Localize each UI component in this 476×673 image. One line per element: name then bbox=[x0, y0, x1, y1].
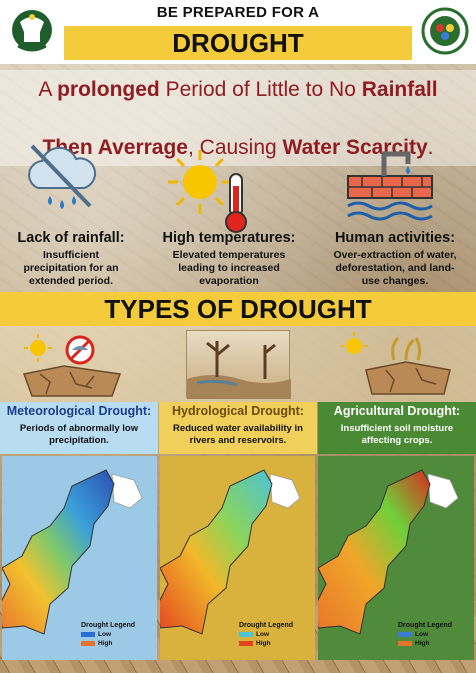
definition-emphasis: Then Averrage bbox=[42, 136, 188, 159]
cause-desc-line: Elevated temperatures bbox=[172, 249, 286, 261]
legend-high: High bbox=[239, 640, 307, 647]
legend-label-low: Low bbox=[98, 631, 111, 638]
header-top-title: BE PREPARED FOR A bbox=[156, 4, 320, 21]
legend-label-low: Low bbox=[415, 631, 428, 638]
meteorological-drought-map: Drought Legend Low High bbox=[2, 456, 157, 660]
cause-human-activities: Human activities: Over-extraction of wat… bbox=[320, 230, 470, 288]
type-description: Periods of abnormally low precipitation. bbox=[0, 423, 158, 447]
type-title: Agricultural Drought: bbox=[333, 404, 461, 418]
cause-description: Elevated temperatures leading to increas… bbox=[144, 249, 314, 288]
legend-low: Low bbox=[81, 631, 149, 638]
cause-desc-line: precipitation for an bbox=[23, 262, 119, 274]
cause-desc-line: extended period. bbox=[28, 275, 113, 287]
cause-desc-line: evaporation bbox=[199, 275, 259, 287]
type-desc-line: Insufficient soil moisture bbox=[340, 423, 454, 434]
legend-label-high: High bbox=[256, 640, 271, 647]
agency-seal-icon bbox=[420, 6, 470, 61]
cause-lack-of-rainfall: Lack of rainfall: Insufficient precipita… bbox=[6, 230, 136, 288]
meteorological-illustration bbox=[10, 330, 130, 405]
sun-thermometer-icon bbox=[164, 146, 264, 239]
cause-desc-line: leading to increased bbox=[178, 262, 280, 274]
type-desc-line: Reduced water availability in bbox=[173, 423, 303, 434]
drought-types-illustrations bbox=[0, 326, 476, 402]
cause-high-temperatures: High temperatures: Elevated temperatures… bbox=[144, 230, 314, 288]
drought-definition: A prolonged Period of Little to No Rainf… bbox=[0, 70, 476, 166]
cause-title: High temperatures: bbox=[162, 230, 296, 246]
legend-low: Low bbox=[398, 631, 466, 638]
type-desc-line: affecting crops. bbox=[361, 435, 433, 446]
government-emblem-icon bbox=[6, 6, 58, 63]
definition-text: A bbox=[38, 78, 58, 101]
header-main-title: DROUGHT bbox=[64, 26, 412, 60]
type-hydrological: Hydrological Drought: Reduced water avai… bbox=[159, 402, 317, 454]
type-title: Hydrological Drought: bbox=[172, 404, 304, 418]
water-pipe-icon bbox=[344, 146, 436, 231]
drought-legend: Drought Legend Low High bbox=[398, 622, 466, 650]
definition-emphasis: Rainfall bbox=[361, 78, 438, 101]
cause-title: Lack of rainfall: bbox=[17, 230, 125, 246]
legend-label-low: Low bbox=[256, 631, 269, 638]
type-desc-line: precipitation. bbox=[49, 435, 109, 446]
type-title: Meteorological Drought: bbox=[6, 404, 152, 418]
legend-title: Drought Legend bbox=[398, 622, 453, 629]
type-agricultural: Agricultural Drought: Insufficient soil … bbox=[318, 402, 476, 454]
cause-desc-line: Over-extraction of water, bbox=[333, 249, 457, 261]
agricultural-illustration bbox=[336, 330, 456, 405]
type-description: Reduced water availability in rivers and… bbox=[159, 423, 317, 447]
legend-high: High bbox=[81, 640, 149, 647]
definition-line-2: Then Averrage, Causing Water Scarcity. bbox=[0, 136, 476, 160]
definition-emphasis: prolonged bbox=[57, 78, 160, 101]
definition-text: . bbox=[427, 136, 434, 159]
cause-description: Over-extraction of water, deforestation,… bbox=[320, 249, 470, 288]
cause-desc-line: use changes. bbox=[361, 275, 429, 287]
hydrological-drought-map: Drought Legend Low High bbox=[160, 456, 315, 660]
no-rain-cloud-icon bbox=[20, 140, 102, 221]
legend-title: Drought Legend bbox=[239, 622, 294, 629]
type-meteorological: Meteorological Drought: Periods of abnor… bbox=[0, 402, 158, 454]
agricultural-drought-map: Drought Legend Low High bbox=[318, 456, 474, 660]
drought-legend: Drought Legend Low High bbox=[239, 622, 307, 650]
legend-label-high: High bbox=[415, 640, 430, 647]
legend-low: Low bbox=[239, 631, 307, 638]
cause-desc-line: deforestation, and land- bbox=[335, 262, 455, 274]
definition-line-1: A prolonged Period of Little to No Rainf… bbox=[0, 78, 476, 102]
type-desc-line: rivers and reservoirs. bbox=[189, 435, 287, 446]
legend-high: High bbox=[398, 640, 466, 647]
cause-desc-line: Insufficient bbox=[42, 249, 99, 261]
type-description: Insufficient soil moisture affecting cro… bbox=[318, 423, 476, 447]
legend-label-high: High bbox=[98, 640, 113, 647]
types-heading: TYPES OF DROUGHT bbox=[0, 292, 476, 326]
definition-text: , Causing bbox=[187, 136, 283, 159]
cause-title: Human activities: bbox=[334, 230, 456, 246]
cause-description: Insufficient precipitation for an extend… bbox=[6, 249, 136, 288]
definition-text: Period of Little to No bbox=[159, 78, 362, 101]
poster-header: BE PREPARED FOR A DROUGHT bbox=[0, 0, 476, 64]
drought-legend: Drought Legend Low High bbox=[81, 622, 149, 650]
hydrological-illustration bbox=[186, 330, 291, 399]
legend-title: Drought Legend bbox=[81, 622, 136, 629]
type-desc-line: Periods of abnormally low bbox=[19, 423, 139, 434]
